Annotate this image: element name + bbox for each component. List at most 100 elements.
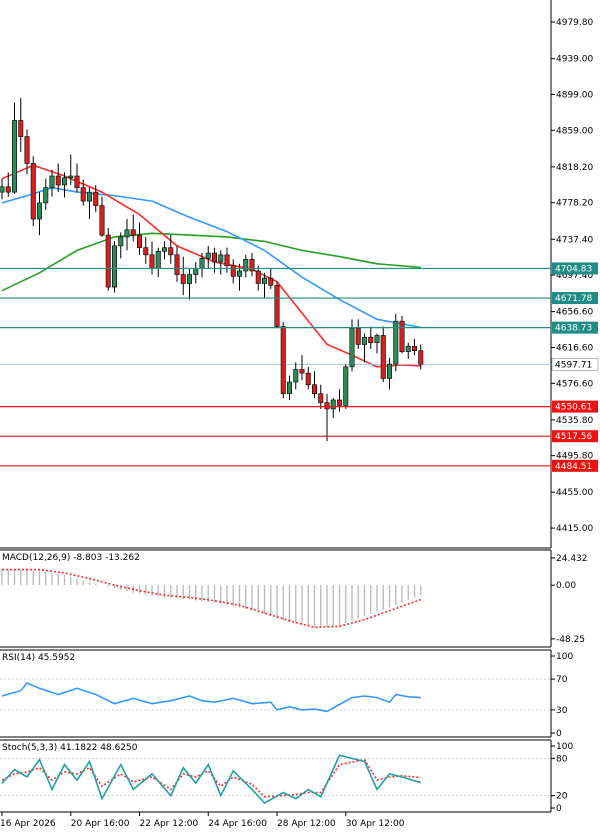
candle-bull: [243, 259, 249, 272]
candle-bull: [218, 254, 224, 263]
candle-bull: [374, 335, 380, 343]
level-label-box: [552, 459, 598, 472]
macd-title: MACD(12,26,9) -8.803 -13.262: [2, 553, 140, 563]
candle-bull: [393, 320, 399, 365]
candle-bull: [68, 175, 74, 179]
candle-bear: [80, 187, 86, 202]
candle-bull: [199, 258, 205, 269]
candle-bear: [336, 399, 342, 406]
candle-bull: [237, 270, 243, 277]
macd-y-tick-label: 24.432: [556, 554, 588, 564]
level-label-box: [552, 400, 598, 413]
candle-bull: [0, 186, 5, 193]
candle-bear: [99, 205, 105, 236]
rsi-line: [1, 682, 421, 713]
level-label-box: [552, 430, 598, 443]
candle-bull: [112, 245, 118, 288]
stoch-y-tick-label: 20: [556, 792, 568, 802]
candle-bull: [293, 369, 299, 383]
candle-bull: [162, 247, 168, 252]
stoch-y-tick-label: 100: [556, 742, 573, 752]
current-price-box: [551, 358, 599, 371]
candle-bull: [187, 274, 193, 284]
main-y-tick-label: 4697.40: [556, 271, 593, 281]
candle-bull: [87, 191, 93, 202]
ma-slow-line: [1, 232, 421, 292]
level-label: 4550.61: [555, 403, 592, 413]
candle-bull: [155, 250, 161, 269]
main-y-tick-label: 4778.20: [556, 199, 593, 209]
main-y-tick-label: 4616.60: [556, 343, 593, 353]
candle-bull: [386, 363, 392, 379]
main-y-tick-label: 4535.80: [556, 416, 593, 426]
candle-bull: [330, 399, 336, 410]
stoch-k-line: [1, 754, 422, 805]
rsi-y-tick-label: 70: [556, 675, 568, 685]
candle-bull: [261, 277, 267, 284]
level-label: 4638.73: [555, 324, 592, 334]
candle-bear: [143, 247, 149, 256]
candle-bear: [130, 229, 136, 236]
candle-bear: [24, 136, 30, 164]
candle-bear: [174, 254, 180, 275]
candle-bull: [349, 328, 355, 368]
main-y-tick-label: 4818.20: [556, 163, 593, 173]
candle-bull: [361, 336, 367, 345]
candle-bear: [268, 277, 274, 286]
candle-bear: [418, 350, 424, 365]
macd-signal-line: [2, 568, 422, 629]
level-label-box: [552, 321, 598, 334]
main-y-tick-label: 4859.00: [556, 126, 593, 136]
level-label: 4671.78: [555, 294, 592, 304]
candle-bear: [5, 186, 11, 193]
level-label: 4517.56: [555, 432, 592, 442]
candle-bull: [43, 187, 49, 204]
candle-bear: [255, 270, 261, 284]
candle-bear: [368, 336, 374, 343]
candle-bear: [305, 372, 311, 386]
candle-bear: [355, 328, 361, 345]
candle-bear: [249, 259, 255, 272]
rsi-y-tick-label: 100: [556, 652, 573, 662]
macd-y-tick-label: 0.00: [556, 581, 576, 591]
candle-bull: [124, 229, 130, 238]
x-tick-label: 24 Apr 16:00: [208, 819, 267, 829]
rsi-y-tick-label: 30: [556, 706, 568, 716]
candle-bear: [93, 191, 99, 206]
candle-bear: [324, 402, 330, 410]
current-price-label: 4597.71: [555, 360, 592, 370]
candle-bear: [74, 175, 80, 188]
main-y-tick-label: 4939.00: [556, 55, 593, 65]
stoch-y-tick-label: 0: [556, 804, 562, 814]
candle-bear: [105, 234, 111, 288]
candle-bull: [405, 345, 411, 352]
candle-bear: [318, 393, 324, 403]
candle-bear: [168, 247, 174, 256]
x-tick-label: 28 Apr 12:00: [277, 819, 336, 829]
candle-bull: [49, 175, 55, 188]
candle-bear: [274, 285, 280, 327]
x-tick-label: 30 Apr 12:00: [346, 819, 405, 829]
x-tick-label: 20 Apr 16:00: [71, 819, 130, 829]
candle-bear: [212, 252, 218, 263]
candle-bear: [30, 163, 36, 220]
candle-bull: [36, 202, 42, 220]
candle-bull: [118, 236, 124, 247]
main-y-tick-label: 4495.80: [556, 452, 593, 462]
candle-bear: [18, 120, 24, 137]
candle-bull: [343, 366, 349, 406]
candle-bear: [224, 254, 230, 266]
candle-bull: [205, 252, 211, 259]
rsi-title: RSI(14) 45.5952: [2, 653, 75, 663]
candle-bear: [149, 254, 155, 269]
candle-bear: [180, 274, 186, 284]
candle-bear: [280, 326, 286, 395]
candle-bull: [12, 120, 18, 193]
main-y-tick-label: 4455.00: [556, 488, 593, 498]
macd-y-tick-label: -48.25: [556, 635, 585, 645]
candle-bear: [311, 384, 317, 395]
x-tick-label: 22 Apr 12:00: [140, 819, 199, 829]
stoch-title: Stoch(5,3,3) 41.1822 48.6250: [2, 743, 138, 753]
